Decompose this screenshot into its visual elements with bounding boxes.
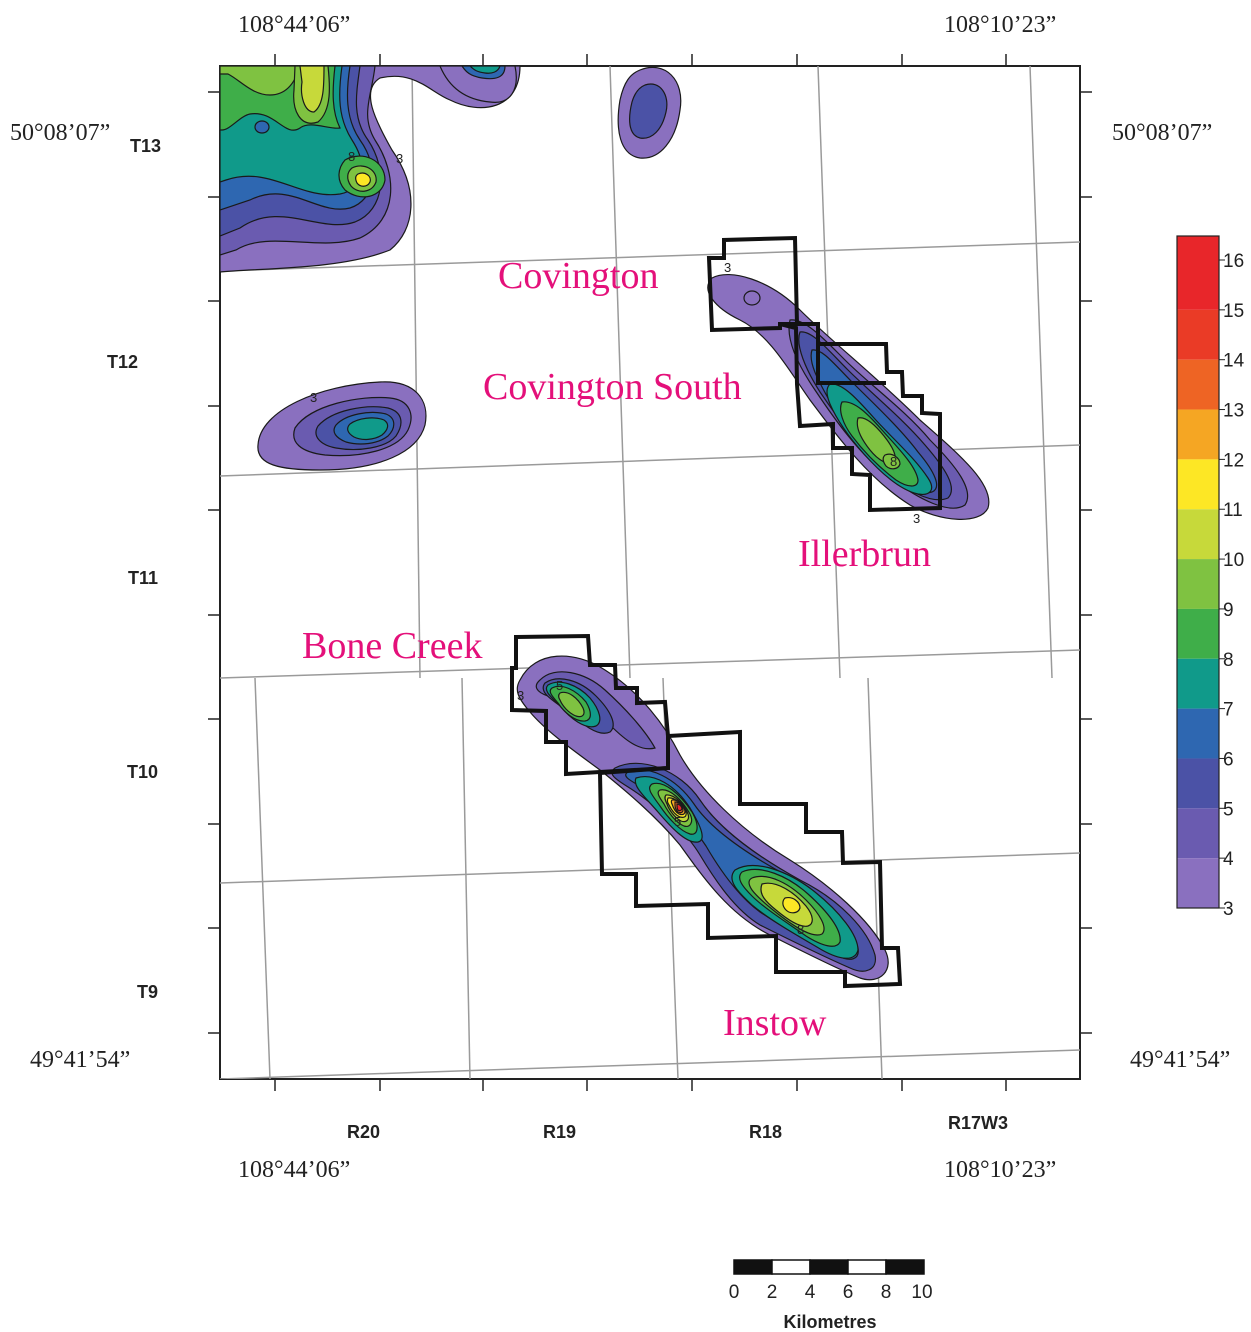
township-label: T12 (107, 352, 139, 372)
contour-label: 5 (674, 814, 681, 829)
legend-swatch (1177, 409, 1219, 460)
legend-swatch (1177, 758, 1219, 809)
scale-segment (733, 1259, 773, 1275)
contour-label: 3 (396, 151, 403, 166)
latitude-right-bottom: 49°41’54” (1130, 1047, 1231, 1073)
scale-tick-label: 6 (843, 1282, 854, 1303)
legend-swatch (1177, 608, 1219, 659)
place-illerbrun: Illerbrun (798, 533, 931, 575)
longitude-bottom-left: 108°44’06” (238, 1157, 351, 1183)
legend-value-label: 15 (1223, 301, 1244, 322)
scale-segment (885, 1259, 925, 1275)
scale-tick-label: 2 (767, 1282, 778, 1303)
scale-tick-label: 4 (805, 1282, 816, 1303)
place-covington: Covington (498, 255, 659, 297)
township-label: T13 (130, 136, 162, 156)
isopach-contours-north (617, 66, 682, 159)
legend-swatch (1177, 260, 1219, 310)
legend-swatch (1177, 808, 1219, 859)
contour-label: 3 (913, 511, 920, 526)
contour-label: 5 (556, 678, 563, 693)
legend-value-label: 14 (1223, 351, 1245, 372)
range-label: R18 (749, 1122, 783, 1142)
frame-ticks (208, 54, 1092, 1091)
range-label: R19 (543, 1122, 577, 1142)
scale-bar: 0 2 4 6 8 10 Kilometres (729, 1259, 933, 1332)
legend-swatch (1177, 509, 1219, 560)
legend-value-label: 11 (1223, 500, 1243, 521)
scale-segment (847, 1259, 887, 1275)
legend-value-label: 6 (1223, 749, 1234, 770)
legend-value-label: 16 (1223, 251, 1244, 272)
contour-label: 8 (348, 149, 355, 164)
isopach-legend: 16 15 14 13 12 11 10 9 8 7 6 5 4 3 (1176, 235, 1245, 920)
isopach-contours-t12-west (257, 381, 427, 471)
survey-grid (220, 66, 1080, 1079)
scale-tick-label: 0 (729, 1282, 740, 1303)
legend-frame (1176, 235, 1220, 909)
legend-value-label: 9 (1223, 600, 1234, 621)
contour-label: 3 (724, 260, 731, 275)
contour-label: 8 (890, 454, 897, 469)
latitude-left-bottom: 49°41’54” (30, 1047, 131, 1073)
scale-tick-label: 8 (881, 1282, 892, 1303)
range-label: R20 (347, 1122, 381, 1142)
scale-unit-label: Kilometres (783, 1312, 876, 1332)
isopach-contours-northwest (220, 66, 521, 273)
pool-boundaries (510, 235, 942, 989)
contour-label: 8 (797, 922, 804, 937)
isopach-contours-northeast (707, 274, 990, 520)
legend-swatch (1177, 309, 1219, 360)
longitude-top-right: 108°10’23” (944, 12, 1057, 38)
legend-swatch (1177, 559, 1219, 609)
contour-label: 3 (310, 390, 317, 405)
latitude-left-top: 50°08’07” (10, 120, 111, 146)
legend-swatch (1177, 359, 1219, 410)
scale-tick-label: 10 (911, 1282, 932, 1303)
place-instow: Instow (723, 1002, 827, 1044)
legend-swatch (1177, 459, 1219, 510)
legend-value-label: 8 (1223, 650, 1234, 671)
legend-value-label: 7 (1223, 700, 1234, 721)
township-label: T10 (127, 762, 159, 782)
longitude-top-left: 108°44’06” (238, 12, 351, 38)
legend-value-label: 3 (1223, 899, 1234, 920)
place-covington-south: Covington South (483, 366, 742, 408)
township-label: T9 (137, 982, 159, 1002)
longitude-bottom-right: 108°10’23” (944, 1157, 1057, 1183)
scale-segment (809, 1259, 849, 1275)
legend-value-label: 12 (1223, 450, 1244, 471)
isopach-contours-south (516, 655, 889, 981)
place-bone-creek: Bone Creek (302, 625, 483, 667)
legend-value-label: 4 (1223, 849, 1234, 870)
legend-swatch (1177, 236, 1219, 260)
legend-value-label: 10 (1223, 550, 1244, 571)
range-label: R17W3 (948, 1113, 1009, 1133)
contour-labels: 3 3 3 3 8 8 8 5 5 3 (310, 149, 920, 937)
legend-swatch (1177, 658, 1219, 709)
legend-swatch (1177, 858, 1219, 908)
legend-value-label: 13 (1223, 401, 1244, 422)
scale-segment (771, 1259, 811, 1275)
legend-value-label: 5 (1223, 799, 1234, 820)
latitude-right-top: 50°08’07” (1112, 120, 1213, 146)
township-label: T11 (128, 568, 159, 588)
contour-label: 3 (517, 688, 524, 703)
legend-swatch (1177, 708, 1219, 759)
